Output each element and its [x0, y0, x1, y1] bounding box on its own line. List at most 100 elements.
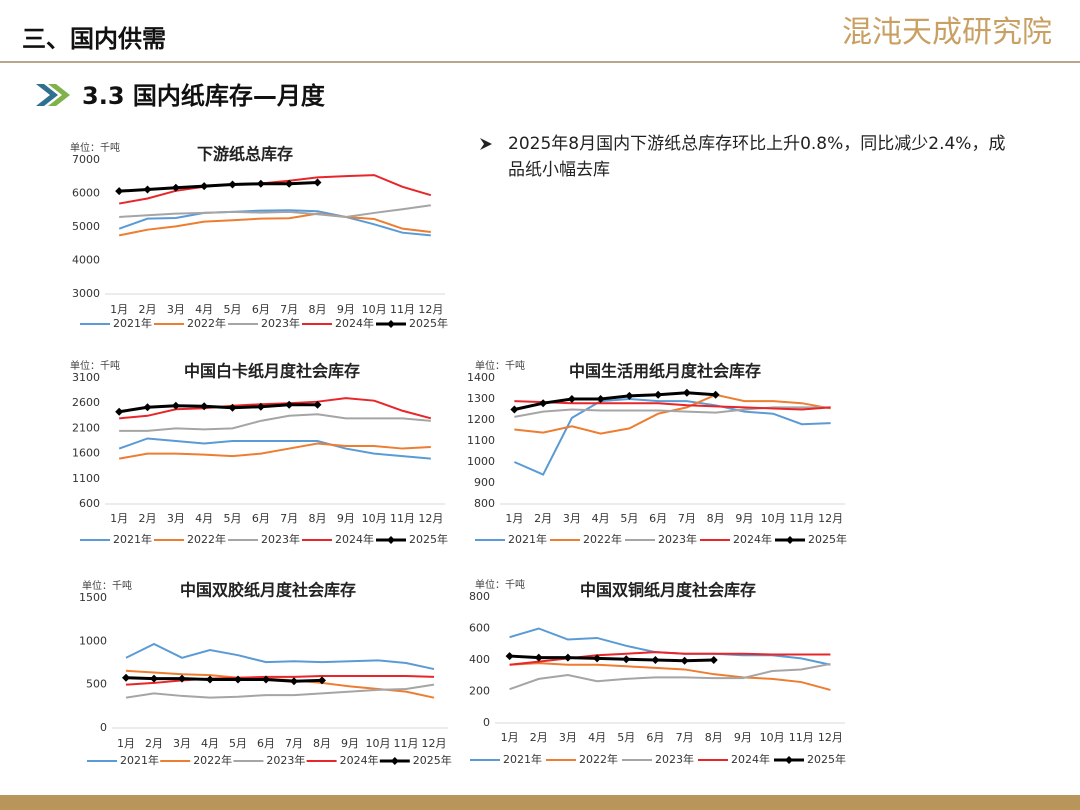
point — [143, 185, 152, 194]
x-tick-label: 8月 — [707, 512, 725, 525]
x-tick-label: 7月 — [280, 512, 298, 525]
legend-label: 2024年 — [335, 316, 374, 330]
y-tick-label: 7000 — [72, 153, 100, 166]
point — [622, 655, 631, 664]
chart-title: 中国白卡纸月度社会库存 — [184, 362, 360, 381]
y-tick-label: 2600 — [72, 396, 100, 409]
unit-label: 单位：千吨 — [475, 359, 525, 372]
legend-label: 2021年 — [503, 752, 542, 766]
x-tick-label: 6月 — [252, 512, 270, 525]
y-tick-label: 1400 — [467, 371, 495, 384]
point — [593, 654, 602, 663]
point — [256, 179, 265, 188]
y-tick-label: 0 — [100, 721, 107, 734]
x-tick-label: 2月 — [530, 731, 548, 744]
x-tick-label: 4月 — [592, 512, 610, 525]
x-tick-label: 7月 — [678, 512, 696, 525]
point — [200, 182, 209, 191]
point — [234, 675, 242, 684]
series-line — [118, 174, 432, 205]
chart-title: 下游纸总库存 — [197, 145, 293, 164]
legend-label: 2025年 — [409, 532, 448, 546]
point — [256, 402, 265, 411]
x-tick-label: 1月 — [505, 512, 523, 525]
series-line — [514, 406, 831, 418]
chart-title: 中国双胶纸月度社会库存 — [180, 581, 356, 600]
point — [313, 400, 322, 409]
x-tick-label: 6月 — [649, 512, 667, 525]
x-tick-label: 2月 — [534, 512, 552, 525]
legend-marker — [390, 757, 399, 765]
y-tick-label: 0 — [483, 716, 490, 729]
point — [206, 675, 214, 684]
x-tick-label: 8月 — [309, 303, 327, 316]
y-tick-label: 2100 — [72, 421, 100, 434]
series-line — [509, 662, 831, 691]
legend-label: 2023年 — [266, 753, 305, 767]
y-tick-label: 500 — [86, 678, 107, 691]
x-tick-label: 5月 — [229, 737, 247, 750]
point — [711, 390, 720, 399]
point — [596, 395, 605, 403]
x-tick-label: 2月 — [139, 303, 157, 316]
point — [510, 405, 519, 414]
series-line — [125, 683, 435, 699]
x-tick-label: 3月 — [173, 737, 191, 750]
x-tick-label: 6月 — [646, 731, 664, 744]
series-line — [118, 212, 431, 237]
y-tick-label: 1600 — [72, 447, 100, 460]
y-tick-label: 600 — [469, 622, 490, 635]
x-tick-label: 11月 — [390, 303, 415, 316]
point — [313, 178, 322, 187]
x-tick-label: 10月 — [761, 512, 786, 525]
legend-label: 2022年 — [193, 753, 232, 767]
y-tick-label: 3100 — [72, 371, 100, 384]
series-line — [118, 442, 431, 460]
x-tick-label: 12月 — [818, 731, 843, 744]
legend-label: 2021年 — [113, 316, 152, 330]
chevron — [36, 84, 58, 106]
legend-label: 2022年 — [583, 532, 622, 546]
bullet — [480, 138, 492, 150]
x-tick-label: 10月 — [760, 731, 785, 744]
unit-label: 单位：千吨 — [70, 141, 120, 154]
x-tick-label: 4月 — [588, 731, 606, 744]
x-tick-label: 5月 — [224, 512, 242, 525]
point — [625, 391, 634, 400]
legend-marker — [786, 536, 794, 544]
section-title: 三、国内供需 — [22, 25, 166, 53]
point — [290, 677, 298, 686]
series-line — [509, 662, 831, 691]
legend-marker — [387, 536, 395, 544]
legend-label: 2025年 — [808, 532, 847, 546]
x-tick-label: 10月 — [366, 737, 391, 750]
point — [505, 652, 514, 661]
series-line — [125, 642, 435, 671]
legend-label: 2023年 — [261, 532, 300, 546]
point — [150, 674, 158, 683]
unit-label: 单位：千吨 — [82, 579, 132, 592]
legend-marker — [387, 320, 395, 328]
x-tick-label: 4月 — [195, 303, 213, 316]
legend-label: 2024年 — [733, 532, 772, 546]
x-tick-label: 12月 — [422, 737, 447, 750]
x-tick-label: 7月 — [285, 737, 303, 750]
y-tick-label: 1000 — [79, 634, 107, 647]
point — [228, 403, 237, 412]
legend-label: 2022年 — [187, 532, 226, 546]
x-tick-label: 6月 — [252, 303, 270, 316]
series-line — [118, 437, 431, 460]
point — [115, 187, 124, 196]
x-tick-label: 10月 — [362, 303, 387, 316]
subtitle: 3.3 国内纸库存—月度 — [82, 82, 326, 110]
y-tick-label: 5000 — [72, 220, 100, 233]
legend-label: 2023年 — [658, 532, 697, 546]
x-tick-label: 3月 — [559, 731, 577, 744]
chart-title: 中国双铜纸月度社会库存 — [580, 581, 756, 600]
y-tick-label: 1200 — [467, 413, 495, 426]
x-tick-label: 3月 — [563, 512, 581, 525]
y-tick-label: 6000 — [72, 187, 100, 200]
logo: 混沌天成研究院 — [842, 15, 1052, 50]
series-line — [119, 397, 432, 420]
footer-bar — [0, 795, 1080, 810]
